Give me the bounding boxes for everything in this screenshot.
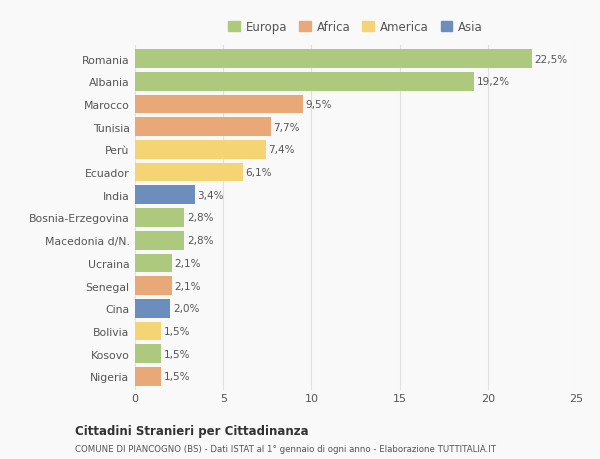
- Bar: [135, 322, 161, 341]
- Bar: [135, 277, 172, 295]
- Text: 2,0%: 2,0%: [173, 303, 199, 313]
- Text: 19,2%: 19,2%: [476, 77, 509, 87]
- Text: 1,5%: 1,5%: [164, 326, 191, 336]
- Bar: [135, 95, 302, 114]
- Text: 6,1%: 6,1%: [245, 168, 272, 178]
- Bar: [135, 50, 532, 69]
- Text: Cittadini Stranieri per Cittadinanza: Cittadini Stranieri per Cittadinanza: [75, 424, 308, 437]
- Text: 2,1%: 2,1%: [175, 258, 201, 269]
- Text: 22,5%: 22,5%: [535, 55, 568, 64]
- Text: 2,1%: 2,1%: [175, 281, 201, 291]
- Text: COMUNE DI PIANCOGNO (BS) - Dati ISTAT al 1° gennaio di ogni anno - Elaborazione : COMUNE DI PIANCOGNO (BS) - Dati ISTAT al…: [75, 444, 496, 453]
- Bar: [135, 299, 170, 318]
- Bar: [135, 345, 161, 363]
- Text: 1,5%: 1,5%: [164, 372, 191, 381]
- Bar: [135, 186, 195, 205]
- Text: 7,7%: 7,7%: [274, 123, 300, 133]
- Bar: [135, 367, 161, 386]
- Bar: [135, 73, 473, 91]
- Bar: [135, 163, 242, 182]
- Text: 3,4%: 3,4%: [197, 190, 224, 201]
- Legend: Europa, Africa, America, Asia: Europa, Africa, America, Asia: [226, 19, 485, 37]
- Bar: [135, 254, 172, 273]
- Bar: [135, 118, 271, 137]
- Bar: [135, 231, 184, 250]
- Bar: [135, 141, 266, 159]
- Text: 2,8%: 2,8%: [187, 235, 214, 246]
- Text: 7,4%: 7,4%: [268, 145, 295, 155]
- Text: 9,5%: 9,5%: [305, 100, 332, 110]
- Text: 2,8%: 2,8%: [187, 213, 214, 223]
- Bar: [135, 209, 184, 227]
- Text: 1,5%: 1,5%: [164, 349, 191, 359]
